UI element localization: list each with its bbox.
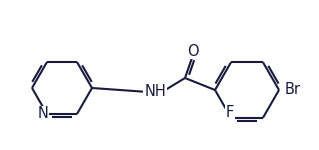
Text: O: O	[187, 44, 199, 59]
Text: Br: Br	[285, 82, 301, 98]
Text: F: F	[226, 105, 234, 120]
Text: N: N	[38, 106, 48, 122]
Text: NH: NH	[144, 84, 166, 99]
